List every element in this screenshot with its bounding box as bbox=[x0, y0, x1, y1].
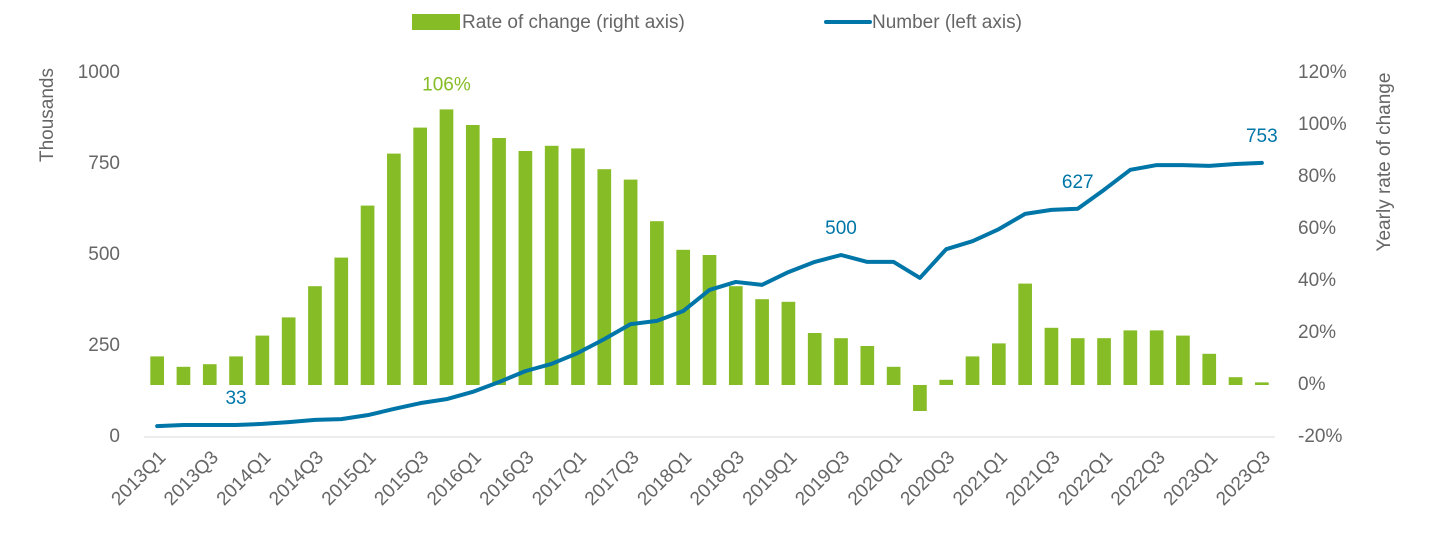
bar bbox=[281, 317, 296, 385]
bar bbox=[492, 138, 506, 385]
bar bbox=[202, 364, 217, 385]
data-label: 753 bbox=[1246, 126, 1278, 147]
x-tick-label: 2023Q3 bbox=[1212, 447, 1275, 510]
bar bbox=[387, 153, 401, 385]
x-tick-label: 2017Q1 bbox=[528, 447, 591, 510]
bar bbox=[176, 366, 191, 385]
x-tick-label: 2019Q1 bbox=[739, 447, 802, 510]
x-tick-label: 2016Q3 bbox=[476, 447, 539, 510]
x-tick-label: 2018Q3 bbox=[686, 447, 749, 510]
x-tick-label: 2021Q3 bbox=[1002, 447, 1065, 510]
bar bbox=[913, 385, 927, 411]
legend-label: Number (left axis) bbox=[872, 12, 1022, 33]
bar bbox=[360, 205, 375, 385]
x-tick-label: 2016Q1 bbox=[423, 447, 486, 510]
bar bbox=[1176, 335, 1190, 385]
y-axis-label: Thousands bbox=[37, 68, 58, 162]
bar bbox=[465, 125, 480, 385]
bar bbox=[650, 221, 664, 385]
data-label: 106% bbox=[422, 74, 471, 95]
bar bbox=[571, 148, 585, 385]
y2-tick-label: -20% bbox=[1298, 426, 1342, 447]
bar bbox=[728, 286, 743, 385]
data-label: 33 bbox=[225, 388, 246, 409]
y2-axis-label: Yearly rate of change bbox=[1374, 73, 1395, 252]
bar bbox=[544, 145, 559, 385]
bar bbox=[991, 343, 1006, 385]
x-tick-label: 2019Q3 bbox=[791, 447, 854, 510]
x-tick-label: 2023Q1 bbox=[1160, 447, 1223, 510]
bar bbox=[518, 151, 533, 385]
x-tick-label: 2020Q3 bbox=[897, 447, 960, 510]
data-label: 627 bbox=[1062, 172, 1094, 193]
bar bbox=[255, 335, 270, 385]
bar bbox=[150, 356, 164, 385]
y2-tick-label: 20% bbox=[1298, 322, 1336, 343]
bar bbox=[939, 379, 954, 385]
bar bbox=[755, 299, 769, 385]
bar bbox=[623, 179, 638, 385]
bar bbox=[676, 249, 691, 385]
x-tick-label: 2013Q1 bbox=[108, 447, 171, 510]
y2-tick-label: 120% bbox=[1298, 62, 1347, 83]
y-tick-label: 500 bbox=[88, 244, 120, 265]
x-tick-label: 2015Q3 bbox=[371, 447, 434, 510]
y2-tick-label: 0% bbox=[1298, 374, 1326, 395]
legend-label: Rate of change (right axis) bbox=[462, 12, 685, 33]
x-tick-label: 2018Q1 bbox=[634, 447, 697, 510]
bar bbox=[702, 255, 717, 385]
bar bbox=[1149, 330, 1164, 385]
bar bbox=[308, 286, 322, 385]
x-tick-label: 2022Q1 bbox=[1054, 447, 1117, 510]
bar bbox=[334, 257, 349, 385]
x-tick-label: 2015Q1 bbox=[318, 447, 381, 510]
bar bbox=[1070, 338, 1085, 385]
bar bbox=[439, 109, 454, 386]
bar bbox=[229, 356, 243, 385]
bar bbox=[965, 356, 980, 385]
bar bbox=[1018, 283, 1032, 385]
bar bbox=[807, 333, 822, 385]
bar bbox=[834, 338, 848, 385]
y2-tick-label: 40% bbox=[1298, 270, 1336, 291]
y-tick-label: 0 bbox=[109, 426, 120, 447]
y2-tick-label: 60% bbox=[1298, 218, 1336, 239]
bar bbox=[1202, 353, 1217, 385]
y-tick-label: 250 bbox=[88, 335, 120, 356]
x-tick-label: 2014Q3 bbox=[265, 447, 328, 510]
bar bbox=[597, 169, 612, 385]
x-tick-label: 2021Q1 bbox=[949, 447, 1012, 510]
bar bbox=[860, 346, 875, 385]
x-tick-label: 2020Q1 bbox=[844, 447, 907, 510]
x-tick-label: 2022Q3 bbox=[1107, 447, 1170, 510]
y2-tick-label: 80% bbox=[1298, 166, 1336, 187]
data-label: 500 bbox=[825, 218, 857, 239]
line bbox=[155, 160, 1264, 429]
bar bbox=[1228, 377, 1243, 385]
y-tick-label: 750 bbox=[88, 153, 120, 174]
bar bbox=[413, 127, 428, 385]
y2-tick-label: 100% bbox=[1298, 114, 1347, 135]
bar bbox=[1255, 382, 1269, 385]
x-tick-label: 2013Q3 bbox=[160, 447, 223, 510]
bar bbox=[1123, 330, 1138, 385]
legend-swatch bbox=[412, 14, 460, 30]
x-tick-label: 2014Q1 bbox=[213, 447, 276, 510]
bar bbox=[1044, 327, 1059, 385]
bar bbox=[1097, 338, 1111, 385]
bar bbox=[781, 301, 796, 385]
x-tick-label: 2017Q3 bbox=[581, 447, 644, 510]
bar bbox=[886, 366, 901, 385]
y-tick-label: 1000 bbox=[78, 62, 120, 83]
